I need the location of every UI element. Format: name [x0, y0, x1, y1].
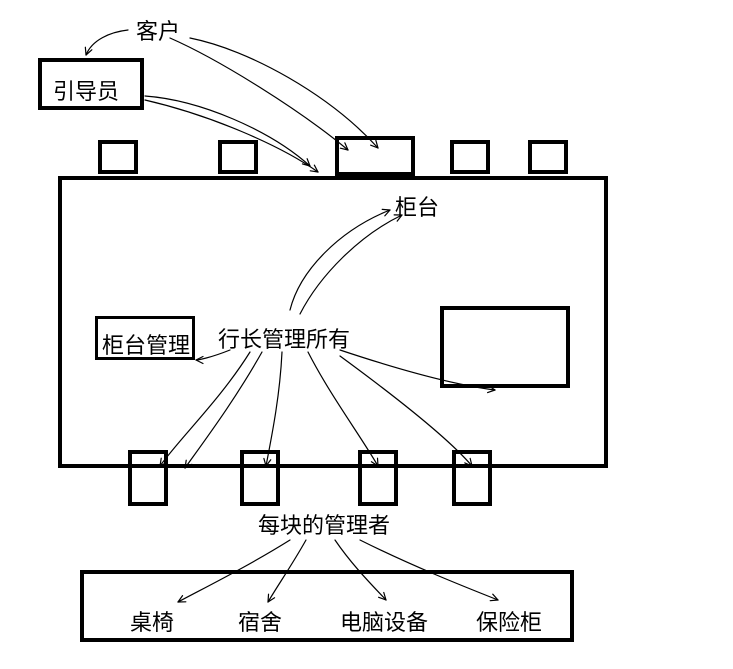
bottom-peg-3: [358, 450, 398, 506]
bottom-peg-1: [128, 450, 168, 506]
bottom-peg-4: [452, 450, 492, 506]
label-counter-manager: 柜台管理: [102, 328, 190, 360]
top-counter-4: [528, 140, 568, 174]
customer-to-guide: [86, 30, 128, 55]
inner-right-box: [440, 306, 570, 388]
top-counter-2: [218, 140, 258, 174]
bottom-peg-2: [240, 450, 280, 506]
customer-to-counter-2: [190, 38, 378, 148]
label-desk-chair: 桌椅: [130, 605, 174, 637]
customer-to-counter-1: [170, 38, 348, 150]
top-counter-wide: [335, 136, 415, 176]
top-counter-3: [450, 140, 490, 174]
label-customer: 客户: [136, 14, 180, 46]
label-block-manager: 每块的管理者: [258, 508, 390, 540]
label-counter: 柜台: [395, 190, 439, 222]
label-computer: 电脑设备: [340, 605, 428, 637]
label-director: 行长管理所有: [218, 322, 350, 354]
label-dorm: 宿舍: [238, 605, 282, 637]
label-safe: 保险柜: [476, 605, 542, 637]
label-guide: 引导员: [53, 74, 119, 106]
top-counter-1: [98, 140, 138, 174]
